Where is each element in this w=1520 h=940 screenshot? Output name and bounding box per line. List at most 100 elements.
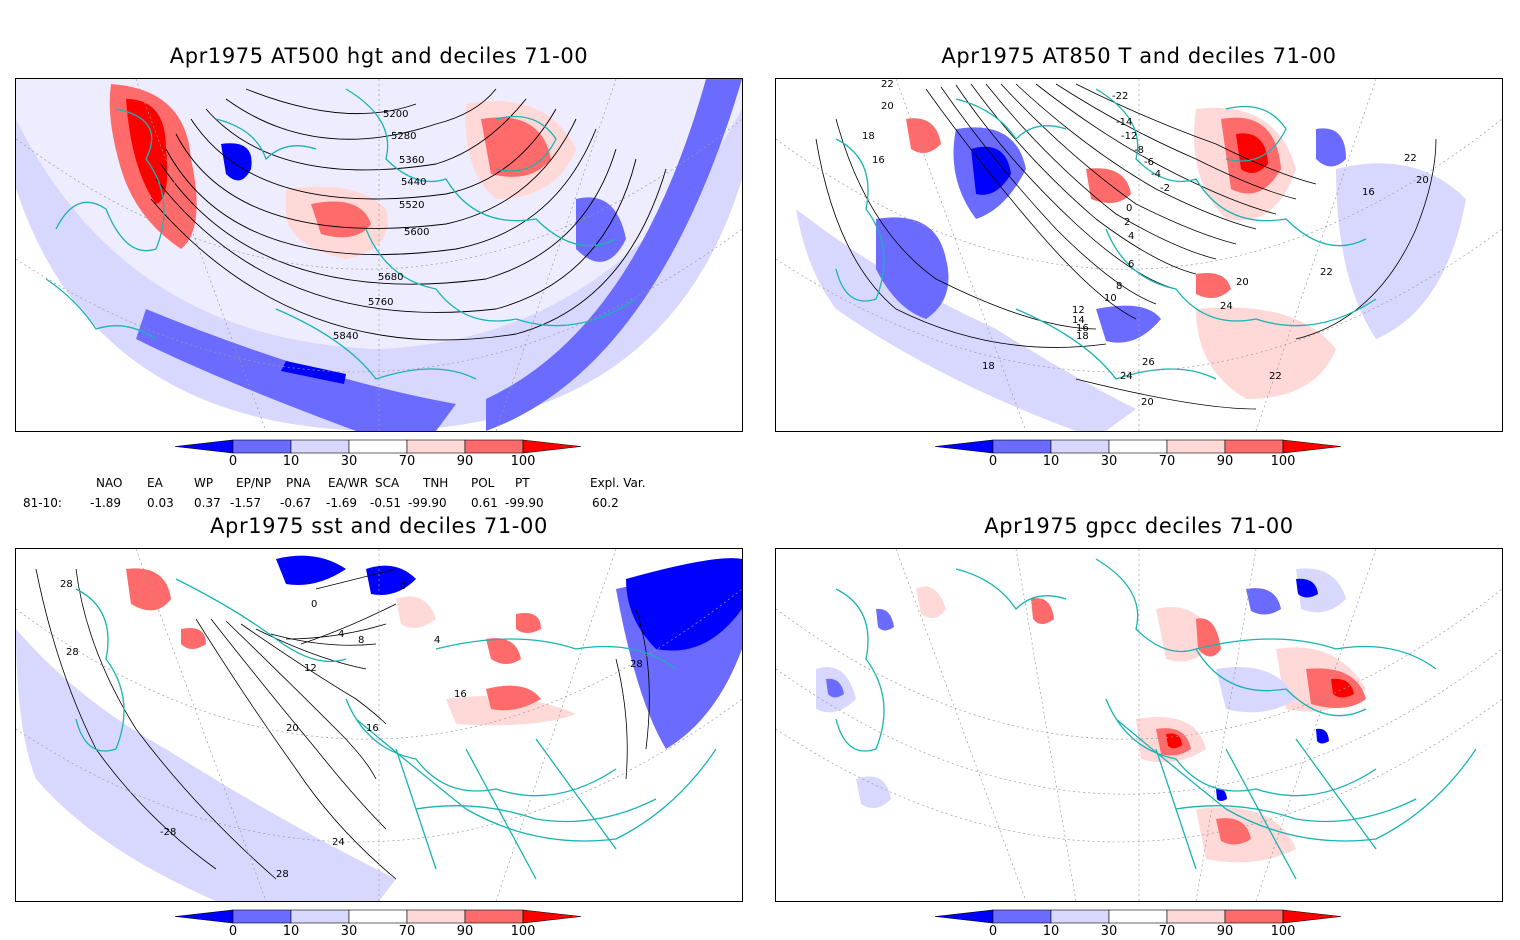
colorbar-arrow-low: [175, 909, 234, 924]
colorbar-arrow-high: [1282, 439, 1342, 454]
colorbar-segment: [464, 909, 524, 924]
colorbar-tick-label: 90: [456, 454, 474, 469]
index-name: Expl. Var.: [590, 476, 646, 490]
colorbar-tick-label: 70: [1158, 924, 1176, 939]
contour-label: 4: [338, 629, 345, 640]
colorbar-segment: [992, 909, 1052, 924]
colorbar-segment: [992, 439, 1052, 454]
contour-label: 22: [881, 79, 894, 90]
contour-label: -8: [1134, 145, 1144, 156]
contour-label: 8: [358, 635, 365, 646]
contour-label: 18: [862, 131, 875, 142]
index-name: NAO: [96, 476, 123, 490]
colorbar-segment: [406, 439, 466, 454]
index-name: EA/WR: [328, 476, 369, 490]
colorbar-tick-label: 10: [1042, 454, 1060, 469]
colorbar-gpcc: 0 10 30 70 90 100: [935, 908, 1345, 940]
colorbar-arrow-high: [522, 439, 582, 454]
colorbar-tick-label: 0: [228, 454, 238, 469]
colorbar-tick-label: 30: [1100, 454, 1118, 469]
colorbar-temp: 0 10 30 70 90 100: [935, 438, 1345, 470]
colorbar-segment: [290, 909, 350, 924]
contour-label: -6: [1144, 157, 1154, 168]
contour-label: 20: [881, 101, 894, 112]
colorbar-tick-label: 0: [988, 454, 998, 469]
colorbar-segment: [464, 439, 524, 454]
index-value: 0.03: [147, 496, 174, 510]
colorbar-segment: [1224, 909, 1284, 924]
contour-label: 28: [66, 647, 79, 658]
contour-label: 18: [982, 361, 995, 372]
colorbar-segment: [1108, 909, 1168, 924]
contour-label: 26: [1142, 357, 1155, 368]
colorbar-tick-label: 100: [510, 454, 536, 469]
contour-label: 24: [1120, 371, 1133, 382]
colorbar-tick-label: 100: [1270, 454, 1296, 469]
contour-label: 16: [1076, 323, 1089, 334]
colorbar-tick-label: 70: [1158, 454, 1176, 469]
colorbar-tick-label: 90: [1216, 454, 1234, 469]
contour-label: 5680: [378, 272, 404, 283]
colorbar-segment: [406, 909, 466, 924]
contour-label: 5280: [391, 131, 417, 142]
index-name: TNH: [423, 476, 449, 490]
contour-label: 8: [1116, 281, 1123, 292]
colorbar-arrow-low: [935, 439, 994, 454]
contour-label: 28: [630, 659, 643, 670]
index-value: -1.69: [326, 496, 358, 510]
colorbar-tick-label: 30: [340, 454, 358, 469]
colorbar-tick-label: 100: [510, 924, 536, 939]
map-panel-sst: 28 28 0 0 4 8 12 4 16 20 16 24 28 28 -28: [15, 548, 743, 902]
index-name: EA: [147, 476, 163, 490]
contour-label: 28: [60, 579, 73, 590]
contour-label: 22: [1320, 267, 1333, 278]
contour-label: 28: [276, 869, 289, 880]
index-value: 0.37: [194, 496, 221, 510]
contour-label: 14: [1072, 315, 1085, 326]
index-value: -1.89: [90, 496, 122, 510]
contour-label: 12: [304, 663, 317, 674]
contour-label: 18: [1076, 331, 1089, 342]
contour-label: 5600: [404, 227, 430, 238]
contour-label: 16: [1362, 187, 1375, 198]
index-value: -1.57: [230, 496, 262, 510]
contour-label: 5360: [399, 155, 425, 166]
index-name: PT: [515, 476, 530, 490]
colorbar-tick-label: 10: [1042, 924, 1060, 939]
index-value: -99.90: [505, 496, 544, 510]
contour-label: 5840: [333, 331, 359, 342]
contour-label: 4: [434, 635, 441, 646]
contour-label: 20: [1236, 277, 1249, 288]
colorbar-tick-label: 10: [282, 454, 300, 469]
contour-label: -12: [1121, 131, 1138, 142]
contour-label: -4: [1151, 169, 1161, 180]
contour-label: 20: [286, 723, 299, 734]
colorbar-segment: [1166, 439, 1226, 454]
colorbar-tick-label: 100: [1270, 924, 1296, 939]
contour-label: 12: [1072, 305, 1085, 316]
index-name: PNA: [286, 476, 311, 490]
panel-title-temp: Apr1975 AT850 T and deciles 71-00: [941, 44, 1337, 68]
colorbar-tick-label: 70: [398, 924, 416, 939]
contour-label: 5440: [401, 177, 427, 188]
colorbar-tick-label: 30: [340, 924, 358, 939]
colorbar-segment: [1108, 439, 1168, 454]
index-row-label: 81-10:: [23, 496, 62, 510]
panel-title-hgt: Apr1975 AT500 hgt and deciles 71-00: [169, 44, 589, 68]
colorbar-segment: [232, 909, 292, 924]
contour-label: 2: [1124, 217, 1131, 228]
map-panel-temp: 22 20 18 16 -22 -14 -12 -8 -6 -4 -2 0 2 …: [775, 78, 1503, 432]
contour-label: 5200: [383, 109, 409, 120]
colorbar-tick-label: 70: [398, 454, 416, 469]
map-panel-hgt: 5200 5280 5360 5440 5520 5600 5680 5760 …: [15, 78, 743, 432]
contour-label: 6: [1128, 259, 1135, 270]
colorbar-arrow-low: [175, 439, 234, 454]
colorbar-arrow-low: [935, 909, 994, 924]
index-value: -0.51: [370, 496, 402, 510]
contour-label: 5520: [399, 200, 425, 211]
contour-label: -22: [1112, 91, 1129, 102]
colorbar-tick-label: 0: [988, 924, 998, 939]
contour-label: 24: [1220, 301, 1233, 312]
colorbar-segment: [290, 439, 350, 454]
contour-label: -14: [1116, 117, 1133, 128]
